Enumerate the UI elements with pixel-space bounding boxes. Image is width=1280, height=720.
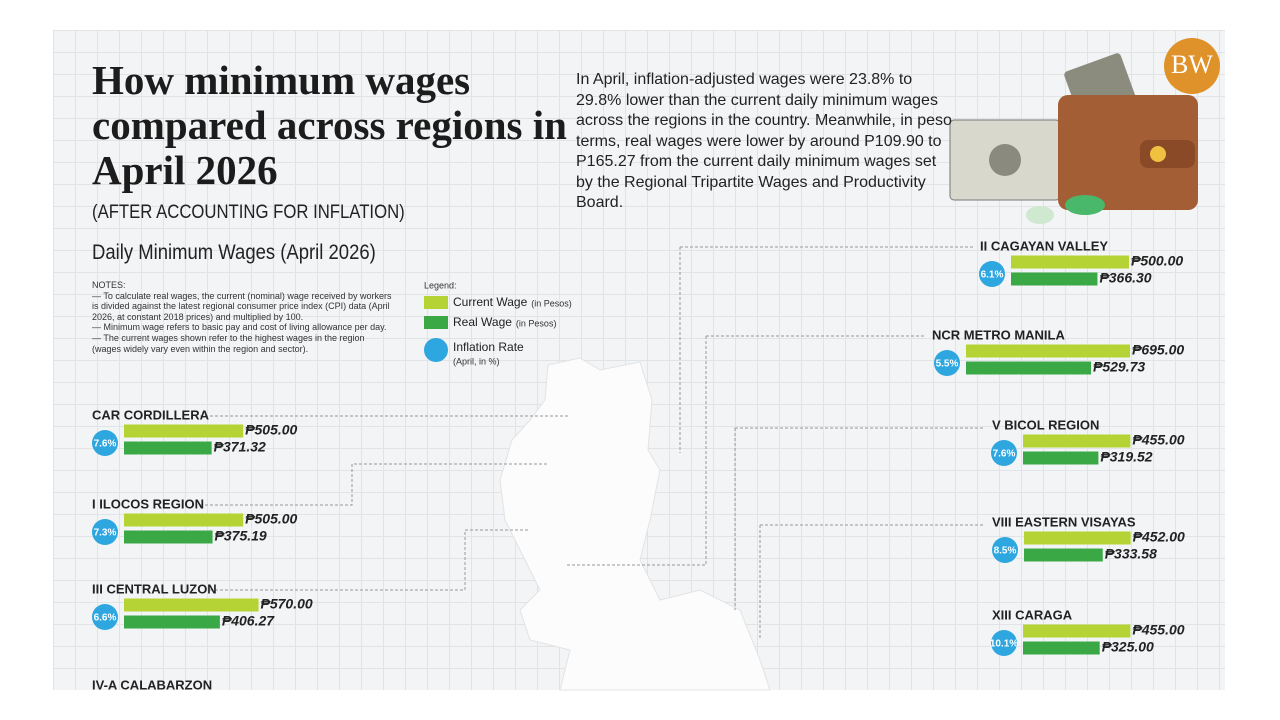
value-label: ₱319.52 [1100, 449, 1152, 465]
note: — The current wages shown refer to the h… [92, 332, 365, 354]
region-label: VIII EASTERN VISAYAS [992, 514, 1136, 529]
real-wage-bar [124, 615, 220, 629]
legend-unit: (in Pesos) [531, 298, 572, 308]
value-label: ₱695.00 [1132, 342, 1184, 358]
inflation-badge [979, 261, 1005, 287]
legend-swatch [424, 338, 448, 362]
current-wage-bar [124, 424, 244, 438]
notes-heading: NOTES: [92, 280, 126, 290]
value-label: ₱333.58 [1105, 546, 1157, 562]
inflation-badge [92, 604, 118, 630]
logo: BW [1171, 50, 1213, 79]
current-wage-bar [124, 513, 244, 527]
inflation-label: 6.6% [94, 613, 117, 624]
region-label: I ILOCOS REGION [92, 496, 204, 511]
intro: In April, inflation-adjusted wages were … [576, 71, 952, 211]
current-wage-bar [124, 598, 259, 612]
inflation-label: 7.6% [993, 449, 1016, 460]
legend-label: Real Wage [453, 315, 512, 329]
notes: NOTES: — To calculate real wages, the cu… [92, 280, 392, 354]
current-wage-bar [1023, 434, 1131, 448]
inflation-label: 6.1% [981, 270, 1004, 281]
region-label: II CAGAYAN VALLEY [980, 238, 1108, 253]
value-label: ₱455.00 [1132, 622, 1184, 638]
real-wage-bar [1011, 272, 1098, 286]
region-label: NCR METRO MANILA [932, 327, 1065, 342]
legend-swatch [424, 296, 448, 309]
real-wage-bar [966, 361, 1092, 375]
region-label: XIII CARAGA [992, 607, 1073, 622]
value-label: ₱406.27 [222, 613, 275, 629]
real-wage-bar [1023, 451, 1099, 465]
inflation-label: 10.1% [990, 639, 1018, 650]
inflation-badge [92, 519, 118, 545]
value-label: ₱500.00 [1131, 253, 1183, 269]
inflation-badge [92, 430, 118, 456]
legend-unit: (April, in %) [453, 356, 500, 366]
legend-label: Inflation Rate [453, 340, 524, 354]
inflation-label: 7.6% [94, 439, 117, 450]
value-label: ₱455.00 [1132, 432, 1184, 448]
current-wage-bar [1011, 255, 1129, 269]
current-wage-bar [966, 344, 1131, 358]
inflation-badge [992, 537, 1018, 563]
current-wage-bar [1023, 624, 1131, 638]
inflation-label: 5.5% [936, 359, 959, 370]
real-wage-bar [124, 530, 213, 544]
inflation-label: 8.5% [994, 546, 1017, 557]
value-label: ₱505.00 [245, 511, 297, 527]
value-label: ₱371.32 [214, 439, 266, 455]
value-label: ₱325.00 [1102, 639, 1154, 655]
current-wage-bar [1024, 531, 1131, 545]
inflation-badge [991, 630, 1017, 656]
chart-title: Daily Minimum Wages (April 2026) [92, 241, 376, 264]
legend-title: Legend: [424, 280, 457, 290]
value-label: ₱375.19 [215, 528, 267, 544]
legend-swatch [424, 316, 448, 329]
note: — Minimum wage refers to basic pay and c… [92, 322, 387, 333]
title: How minimum wages compared across region… [92, 57, 567, 193]
region-label: CAR CORDILLERA [92, 407, 210, 422]
subtitle: (AFTER ACCOUNTING FOR INFLATION) [92, 202, 405, 223]
map-luzon [499, 357, 771, 691]
connectors [200, 246, 985, 640]
region-label: IV-A CALABARZON [92, 677, 212, 692]
value-label: ₱452.00 [1133, 529, 1185, 545]
legend: Legend: [424, 280, 457, 290]
note: — To calculate real wages, the current (… [92, 290, 392, 322]
value-label: ₱505.00 [245, 422, 297, 438]
inflation-label: 7.3% [94, 528, 117, 539]
legend-label: Current Wage [453, 295, 528, 309]
real-wage-bar [1023, 641, 1100, 655]
real-wage-bar [124, 441, 212, 455]
region-label: III CENTRAL LUZON [92, 581, 217, 596]
legend-unit: (in Pesos) [516, 318, 557, 328]
inflation-badge [934, 350, 960, 376]
real-wage-bar [1024, 548, 1103, 562]
value-label: ₱570.00 [261, 596, 313, 612]
inflation-badge [991, 440, 1017, 466]
region-label: V BICOL REGION [992, 417, 1099, 432]
value-label: ₱366.30 [1099, 270, 1151, 286]
wallet-illustration: BW [949, 38, 1220, 224]
value-label: ₱529.73 [1093, 359, 1145, 375]
